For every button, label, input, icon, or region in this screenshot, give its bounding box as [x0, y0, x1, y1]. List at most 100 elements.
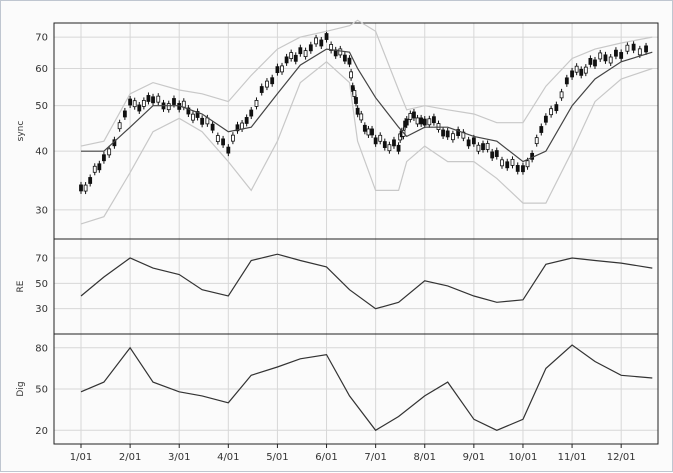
series-line	[80, 344, 653, 432]
candle-body	[427, 118, 432, 126]
candle-body	[644, 45, 648, 53]
candle-body	[451, 133, 455, 141]
candle-body	[79, 184, 83, 192]
candle-body	[200, 117, 205, 125]
candle-body	[354, 97, 358, 104]
x-tick-label: 7/01	[364, 452, 386, 463]
candle-body	[231, 134, 235, 142]
candle-body	[539, 126, 544, 133]
panel-frame	[53, 238, 659, 335]
candle-body	[549, 108, 554, 116]
candle-body	[543, 115, 548, 123]
candle-body	[382, 141, 387, 148]
x-tick-label: 5/01	[266, 452, 288, 463]
y-tick-label: 40	[35, 147, 48, 158]
candle-body	[387, 144, 392, 152]
candle-body	[476, 144, 481, 152]
candle-body	[319, 39, 324, 47]
candle-body	[293, 54, 298, 62]
panel-frame	[53, 333, 659, 445]
candle-body	[579, 68, 584, 76]
candle-body	[181, 100, 186, 108]
candle-body	[603, 54, 608, 62]
candle-body	[352, 90, 357, 97]
candle-body	[275, 66, 280, 74]
candle-body	[392, 139, 396, 147]
series-line	[81, 48, 653, 163]
candle-body	[608, 56, 613, 64]
candle-body	[254, 100, 259, 107]
x-tick-label: 1/01	[70, 452, 92, 463]
y-tick-label: 50	[35, 101, 48, 112]
candle-body	[338, 48, 343, 56]
candle-body	[308, 44, 313, 52]
candle-body	[534, 137, 539, 145]
candle-body	[456, 129, 461, 136]
candle-body	[355, 107, 360, 115]
candle-body	[436, 123, 441, 130]
candle-body	[378, 134, 383, 142]
x-tick-label: 4/01	[217, 452, 239, 463]
candle-body	[88, 177, 93, 184]
series-line	[80, 253, 653, 310]
y-tick-label: 60	[35, 64, 48, 75]
candle-body	[349, 71, 353, 79]
candle-body	[284, 56, 289, 64]
candle-body	[415, 117, 420, 125]
y-tick-label: 50	[35, 385, 48, 396]
x-tick-label: 2/01	[119, 452, 141, 463]
candle-body	[583, 66, 588, 74]
candle-body	[137, 104, 142, 112]
candle-body	[505, 161, 510, 169]
candle-body	[347, 57, 352, 65]
candle-body	[329, 44, 334, 51]
candle-body	[521, 165, 525, 173]
x-tick-label: 6/01	[315, 452, 337, 463]
candle-body	[510, 158, 515, 166]
candle-body	[373, 137, 378, 145]
candle-body	[494, 150, 499, 157]
candle-body	[172, 98, 176, 105]
x-tick-label: 9/01	[463, 452, 485, 463]
x-tick-label: 3/01	[168, 452, 190, 463]
candle-body	[265, 80, 269, 88]
candle-body	[598, 52, 603, 60]
candle-body	[280, 65, 284, 73]
candle-body	[298, 47, 303, 55]
candle-body	[191, 113, 195, 121]
candle-body	[432, 116, 436, 124]
candle-body	[525, 160, 530, 168]
candle-body	[370, 128, 374, 136]
x-tick-label: 8/01	[414, 452, 436, 463]
candle-body	[270, 77, 275, 85]
candle-body	[588, 58, 593, 65]
candle-body	[362, 124, 367, 132]
x-tick-label: 12/01	[607, 452, 636, 463]
y-tick-label: 30	[35, 205, 48, 216]
candle-body	[422, 118, 427, 126]
candle-body	[303, 50, 308, 58]
candle-body	[419, 117, 424, 125]
candle-body	[132, 100, 137, 108]
candle-body	[221, 138, 225, 146]
y-axis-label: Dig	[16, 381, 26, 396]
candle-body	[240, 122, 244, 130]
candle-body	[342, 54, 347, 62]
candle-body	[314, 37, 318, 45]
candle-body	[186, 107, 191, 115]
candle-body	[619, 52, 624, 59]
y-tick-label: 70	[35, 254, 48, 265]
series-line	[80, 19, 653, 147]
candle-body	[481, 143, 485, 151]
candle-body	[141, 100, 146, 107]
candle-body	[485, 143, 490, 150]
candle-body	[102, 154, 106, 162]
candle-body	[593, 59, 597, 67]
candle-body	[156, 95, 161, 103]
x-tick-label: 10/01	[509, 452, 538, 463]
candle-body	[366, 128, 371, 136]
candle-body	[324, 33, 329, 40]
candle-body	[289, 52, 294, 59]
candle-body	[466, 139, 471, 147]
candle-body	[396, 144, 401, 152]
